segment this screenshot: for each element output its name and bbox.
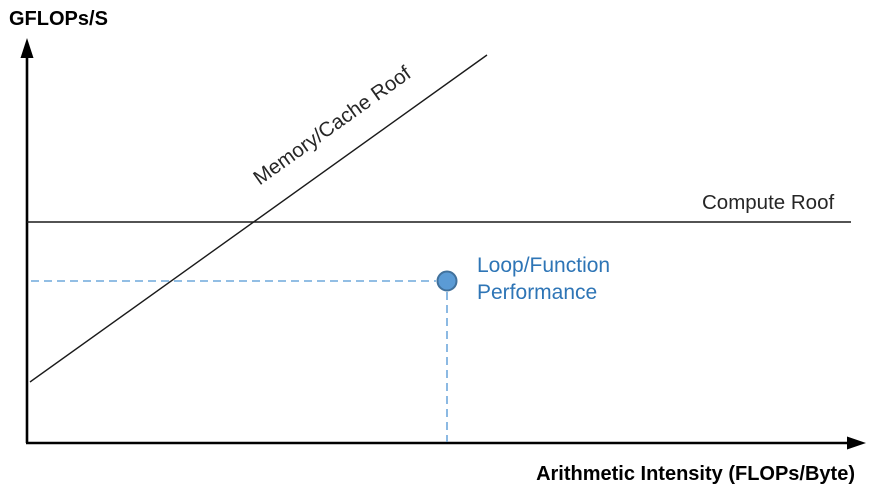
performance-point-marker: [436, 270, 458, 292]
x-axis-title: Arithmetic Intensity (FLOPs/Byte): [536, 463, 855, 485]
memory-roof-line: [29, 54, 488, 383]
performance-point-label-line2: Performance: [477, 281, 597, 304]
y-axis-title: GFLOPs/S: [9, 8, 108, 30]
memory-roof-label: Memory/Cache Roof: [249, 61, 415, 189]
compute-roof-label: Compute Roof: [702, 191, 834, 214]
performance-point-label-line1: Loop/Function: [477, 254, 610, 277]
x-axis-arrowhead-icon: [847, 436, 866, 450]
y-axis-arrowhead-icon: [20, 38, 34, 58]
